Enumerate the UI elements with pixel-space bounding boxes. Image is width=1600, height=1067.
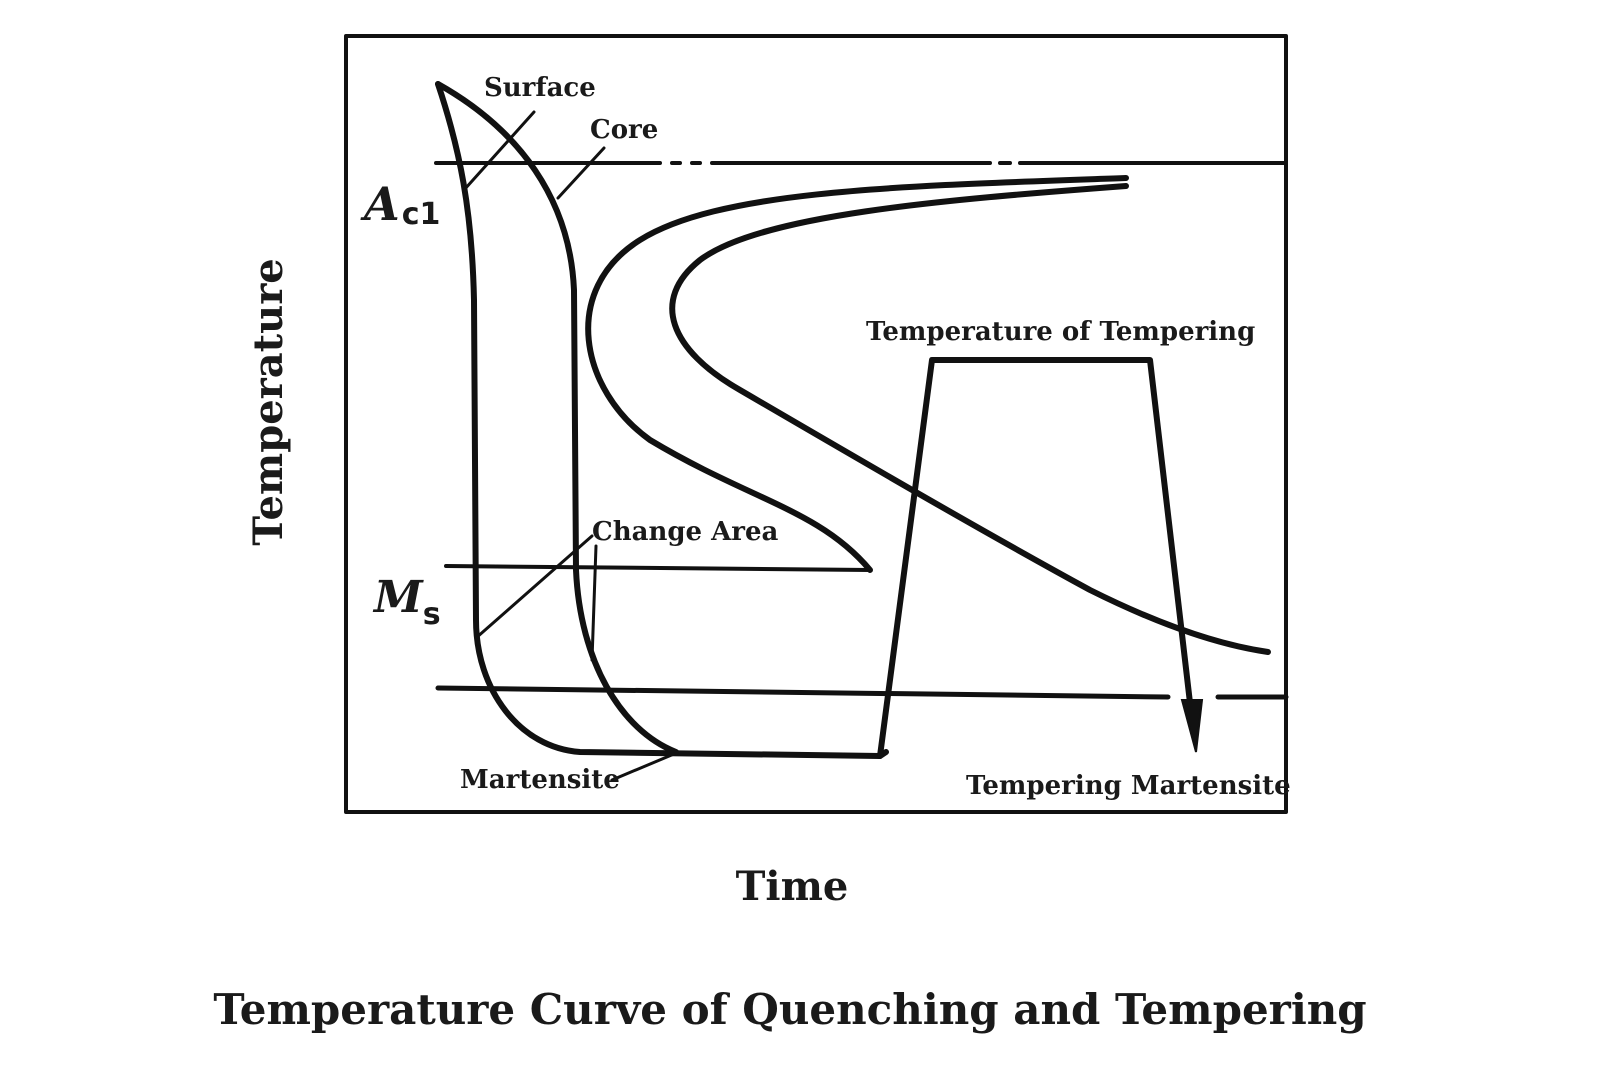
surface-curve xyxy=(435,81,889,759)
surface-leader xyxy=(462,110,536,192)
change-area-leader-1 xyxy=(474,534,594,640)
mf-line xyxy=(435,685,1289,700)
ms-line xyxy=(444,564,872,572)
martensite-leader xyxy=(610,752,676,782)
c-curve-end xyxy=(669,183,1271,655)
plot-frame xyxy=(344,34,1288,814)
surface-label: Surface xyxy=(484,73,596,103)
tempering-arrow-head xyxy=(1180,699,1204,753)
core-label: Core xyxy=(590,115,658,145)
ms-label: Ms xyxy=(372,572,441,632)
x-axis-label: Time xyxy=(736,863,849,910)
core-curve xyxy=(435,81,679,755)
tempering-martensite-label: Tempering Martensite xyxy=(966,771,1291,801)
acl-label: Ac1 xyxy=(360,177,440,232)
change-area-leader-2 xyxy=(590,544,598,662)
c-curve-start xyxy=(585,175,1129,573)
tempering-temperature-label: Temperature of Tempering xyxy=(866,317,1255,347)
martensite-label: Martensite xyxy=(460,765,620,795)
y-axis-label: Temperature xyxy=(245,258,292,545)
diagram-title: Temperature Curve of Quenching and Tempe… xyxy=(213,985,1366,1034)
core-leader xyxy=(556,146,606,200)
change-area-label: Change Area xyxy=(592,517,779,547)
tempering-cycle xyxy=(877,357,1195,759)
